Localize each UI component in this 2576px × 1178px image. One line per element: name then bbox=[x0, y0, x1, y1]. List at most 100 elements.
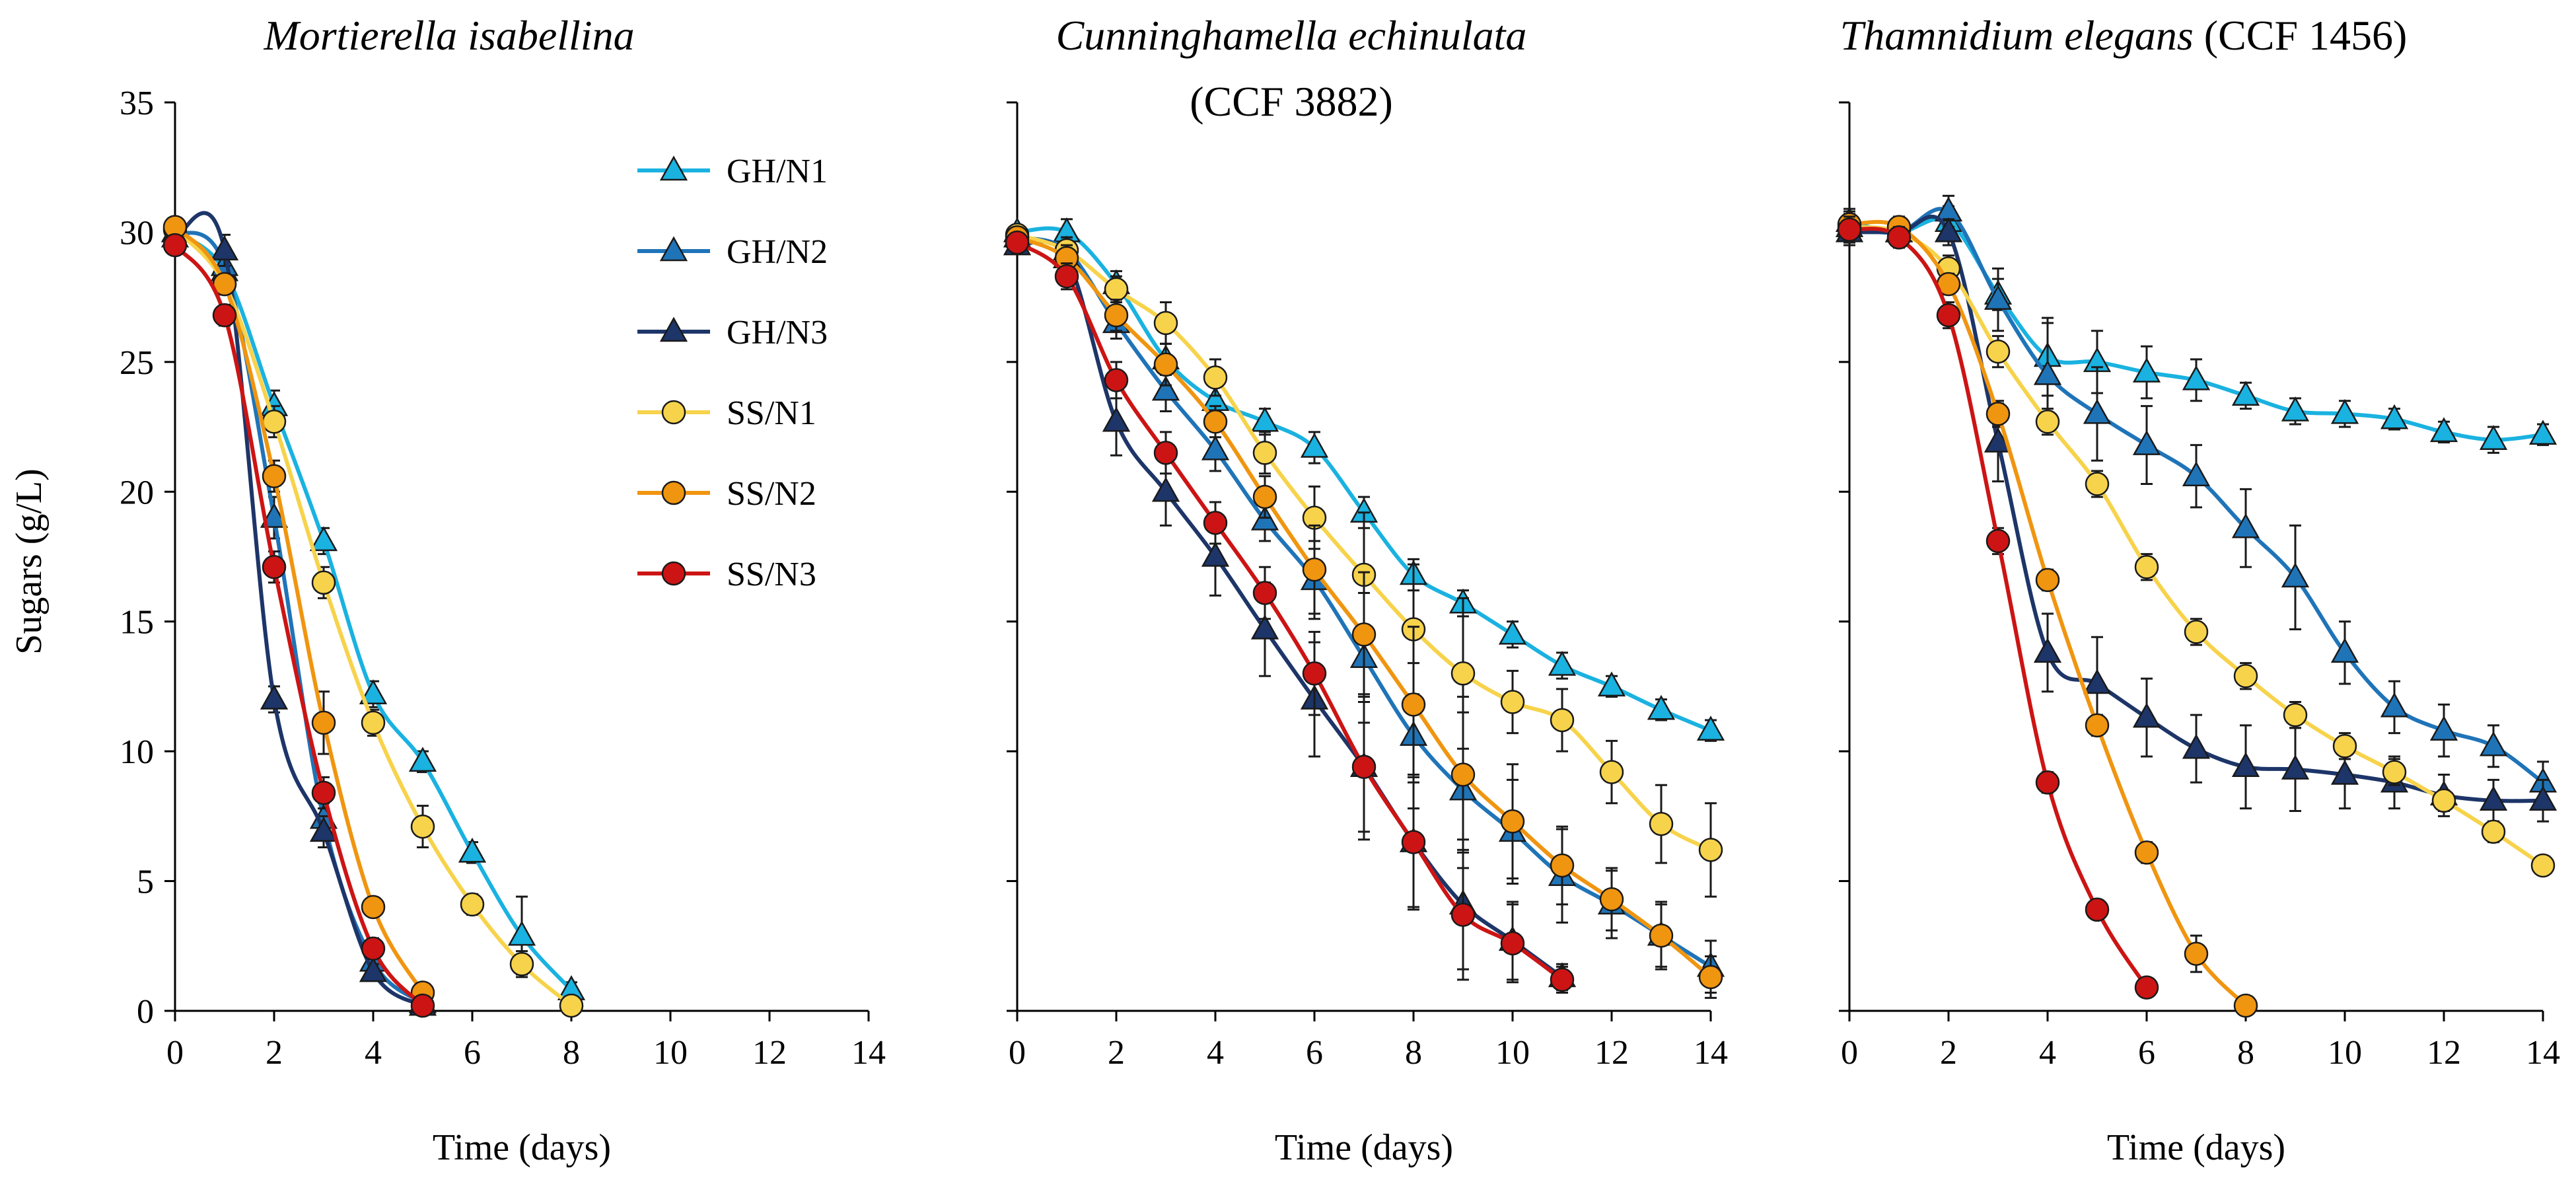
series-line bbox=[1015, 235, 1713, 969]
data-point bbox=[2134, 554, 2159, 579]
x-tick-label: 8 bbox=[1405, 1034, 1422, 1072]
data-point bbox=[1550, 853, 1575, 878]
data-point bbox=[262, 409, 287, 434]
series-ss-n3 bbox=[162, 233, 435, 1018]
panel-2-title: Cunninghamella echinulata bbox=[1056, 12, 1527, 59]
data-point bbox=[2479, 425, 2508, 450]
data-point bbox=[1102, 406, 1131, 432]
data-point bbox=[359, 957, 388, 982]
panel-1-x-label: Time (days) bbox=[433, 1127, 611, 1168]
legend-label: SS/N2 bbox=[727, 475, 816, 513]
data-point bbox=[2380, 692, 2409, 718]
data-point bbox=[1450, 762, 1476, 787]
panel-2-subtitle: (CCF 3882) bbox=[1190, 78, 1393, 125]
x-tick-label: 8 bbox=[563, 1034, 580, 1072]
x-tick-label: 4 bbox=[1207, 1034, 1224, 1072]
data-point bbox=[1936, 303, 1961, 328]
data-point bbox=[2184, 941, 2209, 966]
data-point bbox=[460, 892, 485, 917]
data-point bbox=[1401, 830, 1426, 854]
data-point bbox=[1201, 541, 1230, 567]
panel-3-title-italic: Thamnidium elegans bbox=[1840, 12, 2194, 59]
legend-label: GH/N2 bbox=[727, 233, 828, 271]
data-point bbox=[408, 747, 437, 772]
legend-label: GH/N1 bbox=[727, 153, 828, 190]
data-point bbox=[1984, 427, 2013, 453]
data-point bbox=[410, 814, 435, 839]
series-line bbox=[1847, 217, 2545, 442]
data-point bbox=[2380, 404, 2409, 429]
legend-marker bbox=[659, 155, 688, 181]
y-axis-label: Sugars (g/L) bbox=[9, 468, 50, 655]
data-point bbox=[1252, 441, 1277, 465]
data-point bbox=[1203, 511, 1228, 535]
data-point bbox=[1252, 484, 1277, 509]
legend-marker bbox=[661, 480, 686, 505]
legend-item-ss-n3: SS/N3 bbox=[637, 556, 816, 593]
legend-label: GH/N3 bbox=[727, 314, 828, 351]
data-point bbox=[1696, 716, 1725, 741]
data-point bbox=[2233, 993, 2258, 1018]
data-point bbox=[359, 679, 388, 704]
series-gh-n1 bbox=[161, 217, 586, 1000]
data-point bbox=[1201, 435, 1230, 460]
legend-item-ss-n1: SS/N1 bbox=[637, 394, 816, 432]
series-ss-n1 bbox=[162, 217, 584, 1018]
data-point bbox=[1203, 409, 1228, 434]
x-tick-label: 12 bbox=[1594, 1034, 1629, 1072]
series-line bbox=[173, 225, 425, 995]
data-point bbox=[1300, 432, 1329, 458]
data-point bbox=[2231, 513, 2260, 538]
data-point bbox=[1934, 217, 1963, 242]
data-point bbox=[458, 837, 487, 863]
data-point bbox=[1450, 661, 1476, 686]
data-point bbox=[1500, 809, 1525, 834]
data-point bbox=[1698, 838, 1723, 862]
data-point bbox=[1151, 375, 1180, 401]
data-point bbox=[1498, 619, 1527, 645]
x-tick-label: 4 bbox=[2039, 1034, 2056, 1072]
data-point bbox=[2528, 420, 2558, 445]
data-point bbox=[260, 684, 289, 710]
data-point bbox=[2035, 409, 2060, 434]
data-point bbox=[2330, 398, 2359, 424]
data-point bbox=[212, 303, 237, 328]
data-point bbox=[1984, 285, 2013, 310]
data-point bbox=[162, 233, 188, 258]
data-point bbox=[1302, 557, 1327, 582]
data-point bbox=[2479, 731, 2508, 756]
series-line bbox=[1847, 225, 2545, 867]
legend-label: SS/N3 bbox=[727, 556, 816, 593]
series-ss-n3 bbox=[1837, 215, 2159, 1000]
x-tick-label: 14 bbox=[1694, 1034, 1728, 1072]
data-point bbox=[2132, 357, 2161, 383]
x-tick-label: 10 bbox=[1495, 1034, 1530, 1072]
x-tick-label: 2 bbox=[1108, 1034, 1125, 1072]
panel-3-x-label: Time (days) bbox=[2107, 1127, 2285, 1168]
legend-item-gh-n2: GH/N2 bbox=[637, 233, 828, 271]
data-point bbox=[1351, 755, 1377, 779]
legend-item-ss-n2: SS/N2 bbox=[637, 475, 816, 513]
data-point bbox=[1302, 661, 1327, 686]
series-ss-n2 bbox=[162, 215, 435, 1005]
data-point bbox=[1153, 441, 1178, 465]
data-point bbox=[1550, 708, 1575, 733]
series-gh-n3 bbox=[161, 211, 437, 1016]
x-tick-label: 2 bbox=[1940, 1034, 1957, 1072]
data-point bbox=[1986, 402, 2011, 426]
data-point bbox=[2035, 568, 2060, 593]
data-point bbox=[262, 554, 287, 579]
data-point bbox=[311, 570, 336, 595]
y-tick-label: 35 bbox=[120, 85, 154, 122]
data-point bbox=[2233, 663, 2258, 688]
data-point bbox=[210, 235, 239, 261]
x-tick-label: 2 bbox=[266, 1034, 283, 1072]
x-tick-label: 0 bbox=[1841, 1034, 1858, 1072]
data-point bbox=[2330, 759, 2359, 785]
panel-2: 0 2 4 6 8 10 12 14 bbox=[1003, 101, 1728, 1072]
data-point bbox=[1351, 622, 1377, 647]
panel-2-x-label: Time (days) bbox=[1275, 1127, 1453, 1168]
data-point bbox=[559, 993, 584, 1018]
data-point bbox=[2134, 975, 2159, 1000]
data-point bbox=[2231, 381, 2260, 406]
